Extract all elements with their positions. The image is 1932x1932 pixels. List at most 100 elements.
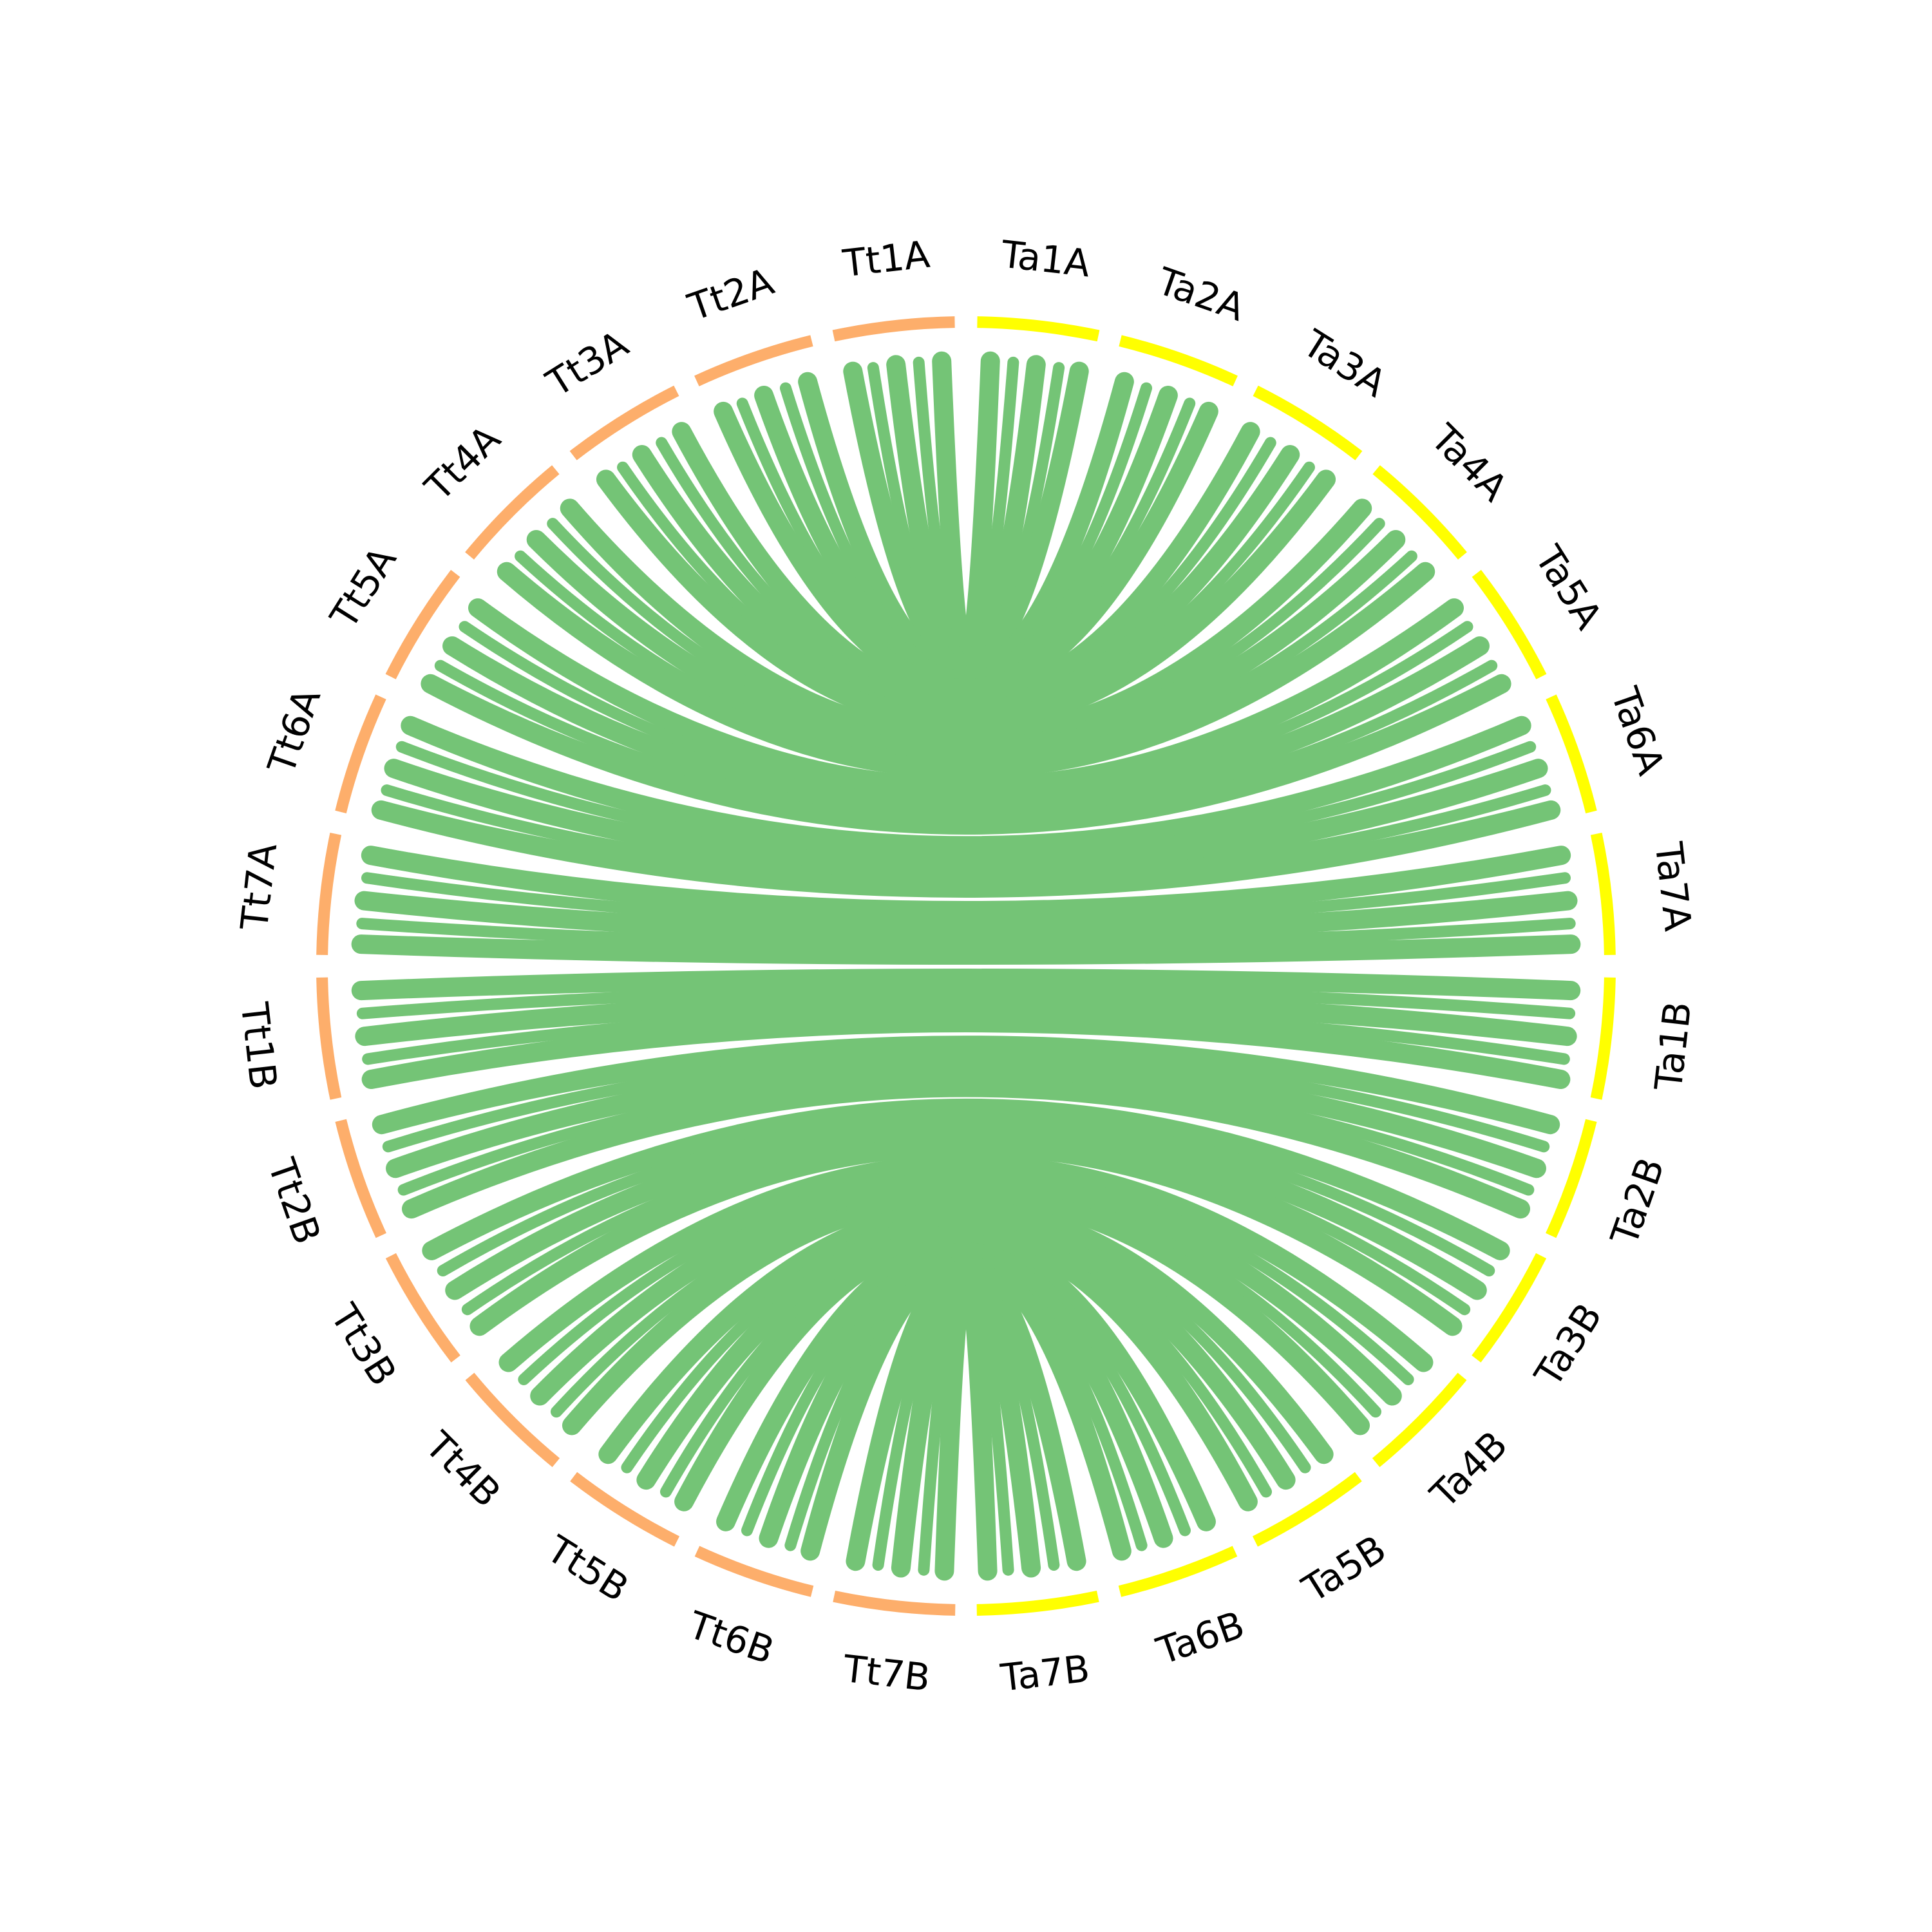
- chromosome-ideogram: [316, 316, 1616, 1616]
- synteny-ribbon: [596, 469, 1336, 732]
- chromosome-segment-tt4b: [465, 1372, 560, 1468]
- chromosome-segment-ta5a: [1472, 569, 1547, 679]
- synteny-link-tt4a-ta4a: [497, 498, 1435, 779]
- synteny-ribbon: [421, 674, 1511, 835]
- synteny-link-tt3a-ta3a: [596, 422, 1336, 732]
- chromosome-segment-ta1a: [977, 316, 1100, 342]
- chromosome-label-ta6b: Ta6B: [1151, 1602, 1250, 1673]
- synteny-ribbon: [361, 872, 1571, 928]
- synteny-link-tt4b-ta4b: [498, 1154, 1434, 1435]
- chromosome-segment-tt2b: [335, 1119, 386, 1238]
- chromosome-segment-tt4a: [465, 465, 560, 560]
- synteny-ribbon: [356, 983, 1576, 1019]
- synteny-ribbon: [468, 598, 1464, 797]
- synteny-ribbon: [562, 1186, 1370, 1435]
- chromosome-label-tt1b: Tt1B: [232, 999, 286, 1092]
- synteny-ribbon: [384, 759, 1548, 877]
- synteny-link-tt2a-ta2a: [714, 372, 1218, 699]
- chromosome-segment-ta7a: [1590, 832, 1616, 956]
- chromosome-label-ta7a: Ta7A: [1646, 839, 1700, 933]
- chromosome-label-tt7b: Tt7B: [840, 1647, 933, 1700]
- chromosome-label-ta2b: Ta2B: [1602, 1152, 1673, 1251]
- synteny-link-tt7b-ta7b: [846, 1254, 1086, 1581]
- synteny-ribbon: [395, 741, 1537, 862]
- chromosome-segment-tt6b: [694, 1546, 814, 1597]
- chromosome-label-tt2a: Tt2A: [682, 260, 779, 330]
- synteny-link-tt1b-ta1b: [351, 969, 1581, 1090]
- chromosome-label-tt1a: Tt1A: [840, 232, 932, 286]
- synteny-ribbon: [934, 1258, 998, 1581]
- chromosome-segment-ta6a: [1546, 694, 1597, 813]
- synteny-ribbon: [469, 1136, 1463, 1336]
- synteny-ribbon: [636, 1213, 1296, 1490]
- synteny-ribbon: [401, 715, 1531, 856]
- chromosome-segment-ta2a: [1119, 335, 1238, 386]
- chromosome-segment-tt6a: [335, 694, 386, 813]
- synteny-ribbon: [401, 1077, 1531, 1219]
- synteny-link-tt2b-ta2b: [372, 1036, 1560, 1219]
- synteny-ribbon: [714, 401, 1218, 699]
- chromosome-segment-tt3b: [385, 1253, 460, 1363]
- synteny-ribbon: [381, 784, 1551, 884]
- chromosome-label-tt7a: Tt7A: [232, 841, 285, 933]
- synteny-ribbon: [530, 1171, 1402, 1406]
- synteny-link-tt5a-ta5a: [421, 598, 1511, 835]
- synteny-ribbon: [560, 498, 1372, 747]
- chromosome-label-tt6a: Tt6A: [259, 683, 329, 780]
- synteny-ribbon: [445, 1118, 1487, 1300]
- chromosome-label-ta1b: Ta1B: [1646, 999, 1700, 1094]
- chromosome-segment-ta4b: [1372, 1372, 1467, 1468]
- chromosome-label-ta5b: Ta5B: [1294, 1526, 1394, 1611]
- chromosome-segment-tt3a: [569, 385, 679, 460]
- chromosome-segment-ta6b: [1118, 1546, 1238, 1597]
- chromosome-segment-ta7b: [976, 1590, 1099, 1616]
- synteny-ribbon: [674, 1224, 1258, 1511]
- synteny-ribbon: [351, 934, 1581, 965]
- chromosome-label-tt2b: Tt2B: [259, 1153, 329, 1250]
- synteny-ribbon: [354, 891, 1578, 943]
- chromosome-label-ta4b: Ta4B: [1421, 1423, 1515, 1517]
- chromosome-label-ta7b: Ta7B: [998, 1647, 1092, 1700]
- synteny-link-tt5b-ta5b: [598, 1200, 1334, 1511]
- chromosome-label-tt5a: Tt5A: [321, 539, 405, 636]
- chromosome-segment-ta5b: [1252, 1472, 1362, 1547]
- chromosome-segment-tt1a: [832, 316, 955, 342]
- chromosome-label-ta3a: Ta3A: [1295, 321, 1394, 406]
- chromosome-segment-tt5a: [385, 569, 460, 679]
- chromosome-segment-tt5b: [570, 1472, 680, 1547]
- synteny-ribbon: [361, 1013, 1571, 1090]
- chromosome-segment-tt7a: [316, 832, 342, 956]
- synteny-ribbon: [526, 529, 1406, 762]
- synteny-ribbon: [371, 800, 1561, 898]
- synteny-ribbon: [442, 636, 1490, 816]
- synteny-ribbon: [497, 562, 1435, 779]
- synteny-ribbon: [356, 918, 1576, 951]
- chromosome-label-ta1a: Ta1A: [998, 232, 1092, 285]
- chromosome-segment-ta4a: [1372, 465, 1467, 560]
- synteny-link-tt7a-ta7a: [351, 846, 1581, 965]
- chromosome-label-ta6a: Ta6A: [1602, 681, 1673, 781]
- synteny-ribbon: [422, 1099, 1510, 1260]
- synteny-link-tt3b-ta3b: [422, 1099, 1510, 1336]
- synteny-links: [351, 351, 1581, 1581]
- chromosome-segment-tt1b: [316, 977, 342, 1100]
- synteny-link-tt6a-ta6a: [371, 715, 1561, 898]
- chromosome-label-tt4a: Tt4A: [416, 417, 509, 509]
- synteny-ribbon: [598, 1200, 1334, 1464]
- chromosome-label-tt5b: Tt5B: [539, 1527, 636, 1611]
- chromosome-label-ta2a: Ta2A: [1151, 259, 1251, 330]
- synteny-ribbon: [498, 1154, 1434, 1372]
- chromosome-segment-tt2a: [694, 335, 813, 386]
- chromosome-segment-ta1b: [1590, 977, 1616, 1100]
- synteny-ribbon: [351, 969, 1581, 1001]
- synteny-ribbon: [362, 1007, 1570, 1065]
- chromosome-label-tt4b: Tt4B: [417, 1423, 509, 1515]
- synteny-ribbon: [632, 445, 1300, 721]
- chromosome-segment-tt7b: [833, 1590, 956, 1616]
- chromosome-label-ta3b: Ta3B: [1526, 1296, 1611, 1395]
- chromosome-label-ta5a: Ta5A: [1526, 538, 1611, 637]
- synteny-ribbon: [361, 846, 1571, 921]
- synteny-ribbon: [382, 1050, 1550, 1153]
